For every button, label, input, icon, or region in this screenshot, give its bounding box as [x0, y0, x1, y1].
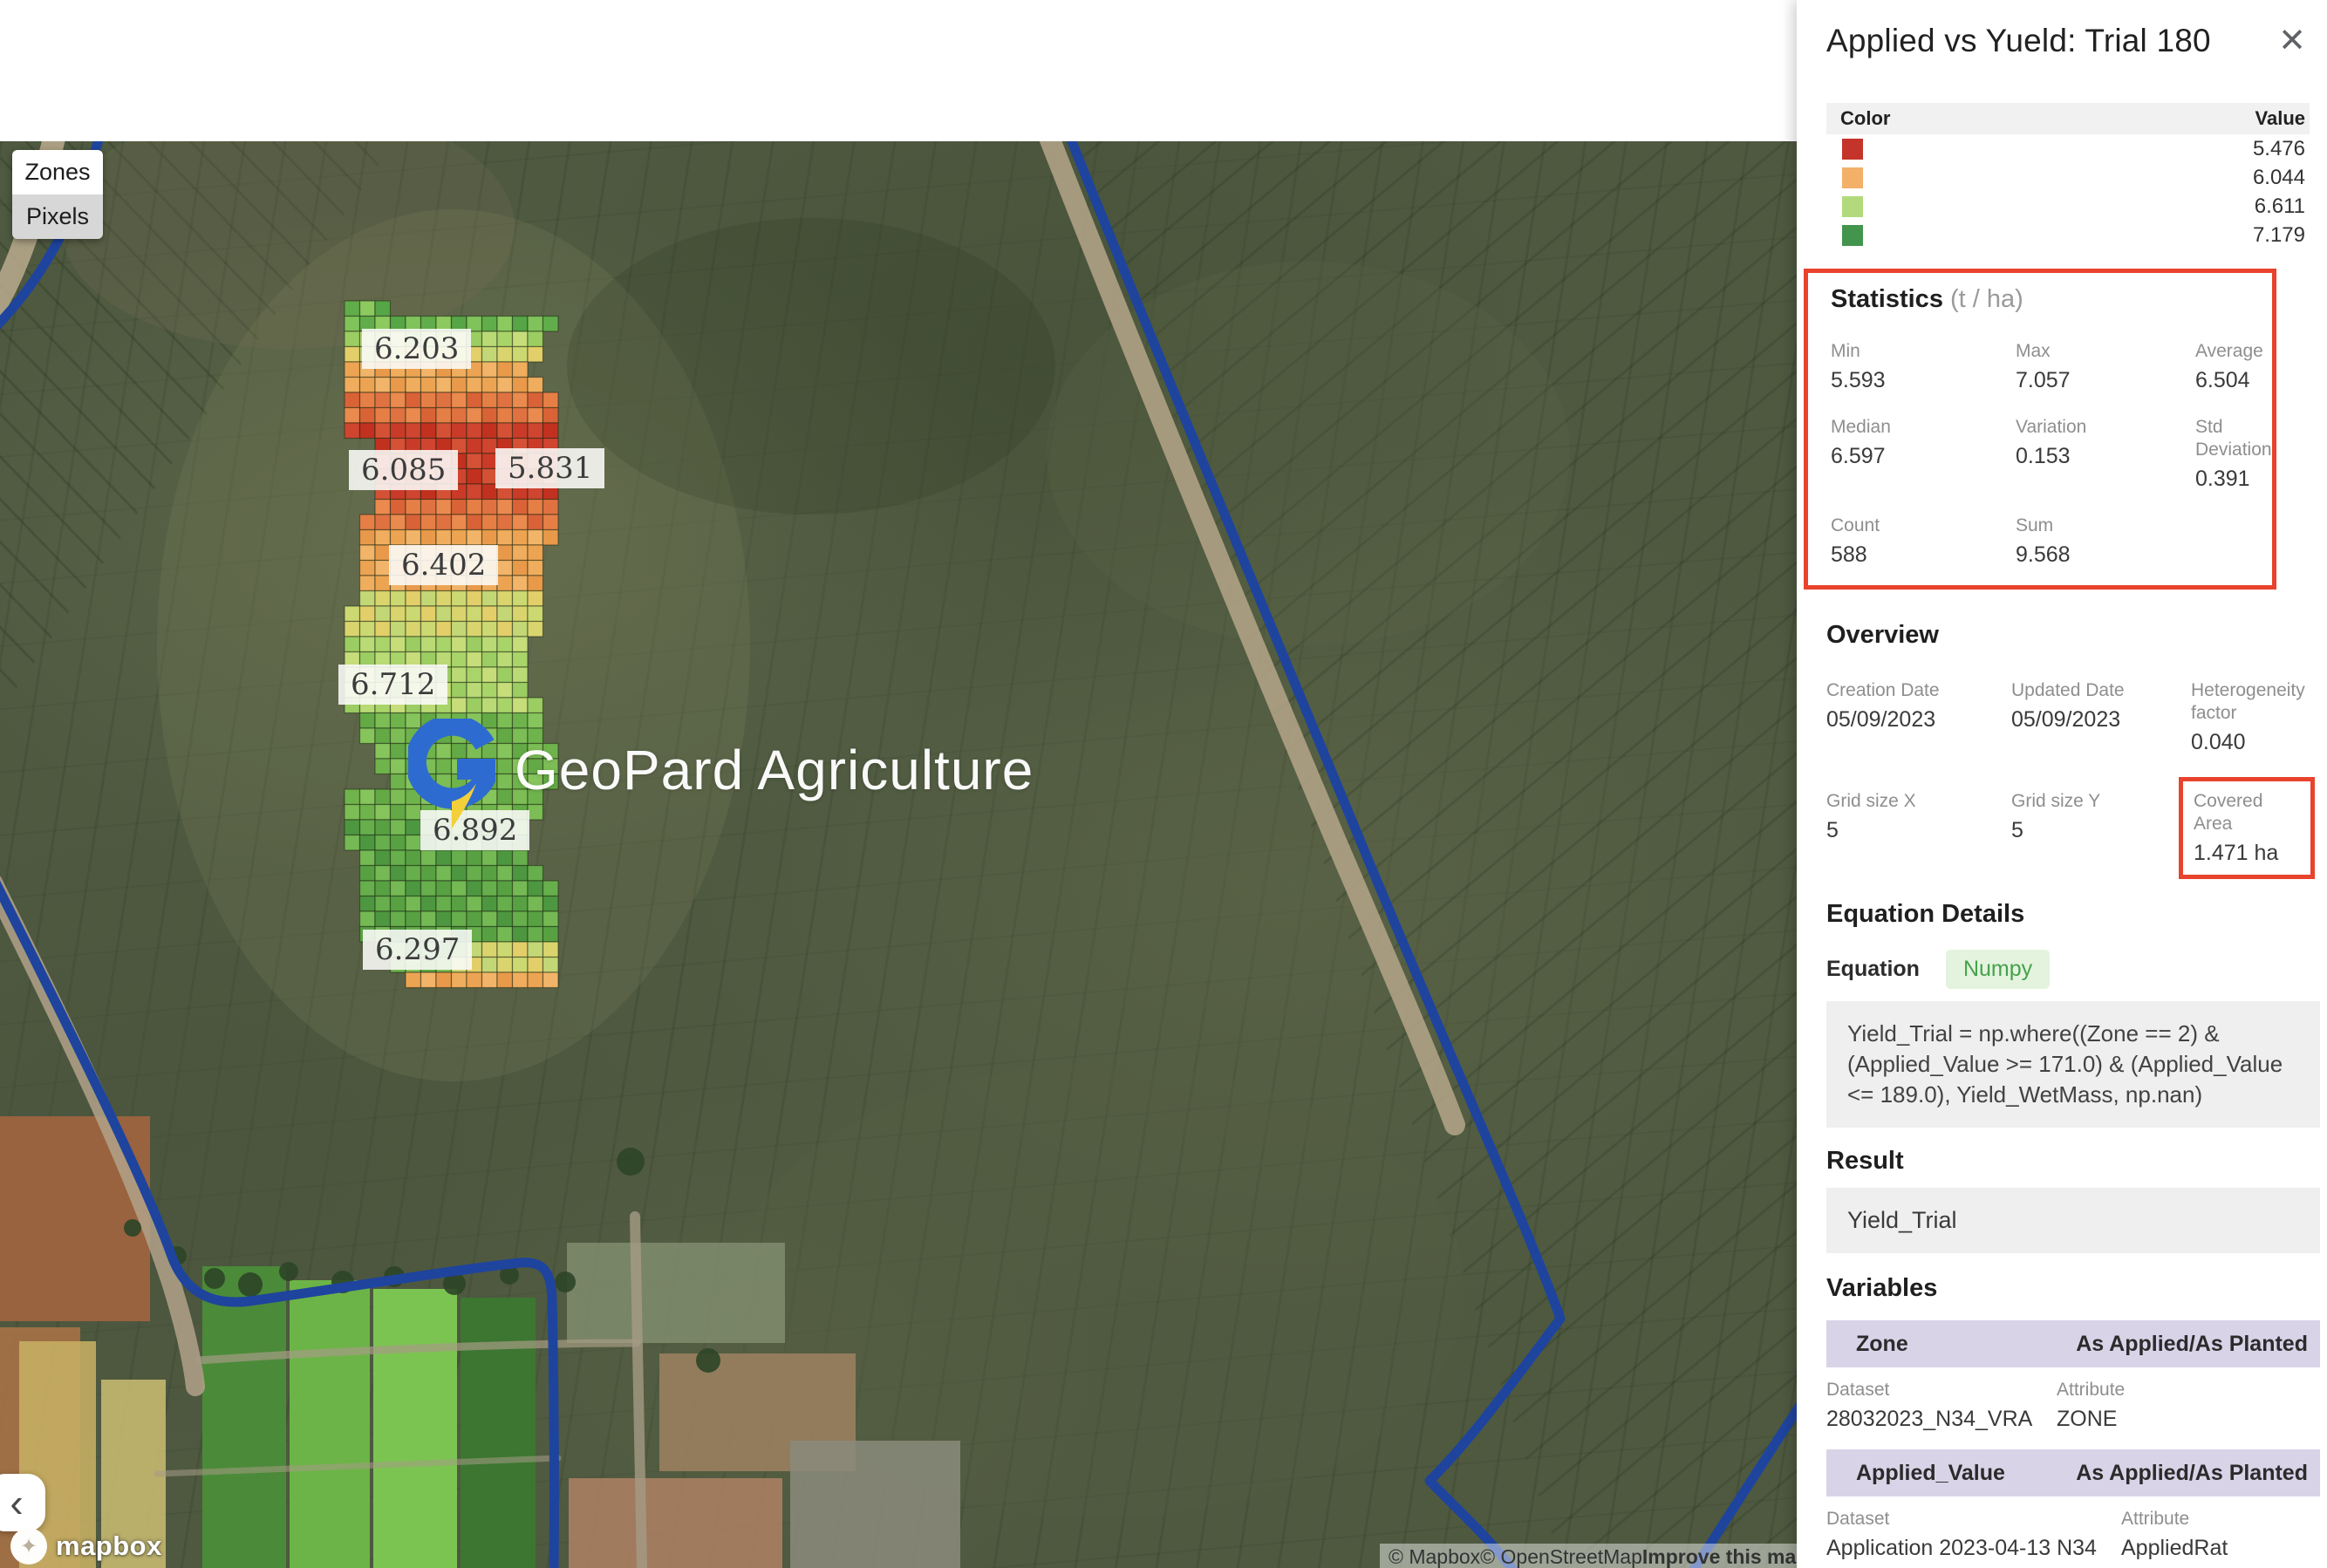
equation-code: Yield_Trial = np.where((Zone == 2) & (Ap… — [1826, 1001, 2320, 1128]
overview-section: Overview Creation Date 05/09/2023 Update… — [1826, 621, 2315, 879]
stat-count: Count 588 — [1831, 515, 1880, 567]
statistics-header: Statistics (t / ha) — [1831, 285, 2023, 313]
stat-variation: Variation 0.153 — [2016, 417, 2087, 468]
mapbox-icon: ✦ — [10, 1528, 47, 1565]
geopard-logo-icon — [408, 719, 495, 828]
stat-median: Median 6.597 — [1831, 417, 1891, 468]
village-plots — [0, 1116, 960, 1568]
result-section: Result Yield_Trial — [1826, 1147, 2320, 1253]
equation-details-section: Equation Details Equation Numpy Yield_Tr… — [1826, 900, 2320, 1128]
variable-category: As Applied/As Planted — [2076, 1331, 2308, 1356]
stat-std-deviation: Std Deviation 0.391 — [2195, 417, 2272, 491]
legend-row: 6.044 — [1826, 163, 2310, 192]
variable-zone: Zone As Applied/As Planted Dataset 28032… — [1826, 1320, 2320, 1432]
stat-sum: Sum 9.568 — [2016, 515, 2071, 567]
mapbox-wordmark: mapbox — [56, 1531, 162, 1561]
overview-grid-size-y: Grid size Y 5 — [2011, 791, 2101, 842]
panel-title: Applied vs Yueld: Trial 180 — [1826, 23, 2211, 58]
attribution-osm-link[interactable]: © OpenStreetMap — [1480, 1544, 1642, 1568]
map-value-label: 6.712 — [338, 665, 448, 705]
attribution-mapbox-link[interactable]: © Mapbox — [1389, 1544, 1481, 1568]
map-value-label: 6.892 — [420, 810, 530, 850]
legend-swatch-green — [1842, 224, 1863, 246]
details-panel: Applied vs Yueld: Trial 180 ✕ Color Valu… — [1797, 0, 2327, 1568]
legend-value-header: Value — [2255, 107, 2305, 129]
variable-applied-value: Applied_Value As Applied/As Planted Data… — [1826, 1449, 2320, 1561]
variable-dataset: Dataset 28032023_N34_VRA — [1826, 1380, 2033, 1431]
variable-name: Zone — [1856, 1331, 1908, 1356]
map-attribution: © Mapbox © OpenStreetMap Improve this ma… — [1380, 1544, 1797, 1568]
result-value: Yield_Trial — [1826, 1188, 2320, 1253]
legend-color-header: Color — [1840, 107, 1891, 129]
map-value-label: 6.402 — [389, 545, 499, 585]
map-value-label: 6.297 — [363, 930, 473, 970]
legend-swatch-lightgreen — [1842, 195, 1863, 217]
variable-name: Applied_Value — [1856, 1460, 2005, 1485]
overview-creation-date: Creation Date 05/09/2023 — [1826, 680, 1940, 732]
geopard-watermark: GeoPard Agriculture — [408, 719, 1034, 832]
overview-heterogeneity-factor: Heterogeneity factor 0.040 — [2191, 680, 2305, 754]
zones-button[interactable]: Zones — [12, 150, 103, 194]
variables-header: Variables — [1826, 1274, 1938, 1302]
covered-area-annotation: Covered Area 1.471 ha — [2179, 777, 2315, 879]
variable-attribute: Attribute AppliedRat — [2121, 1509, 2228, 1560]
equation-label: Equation — [1826, 957, 1920, 981]
improve-map-link[interactable]: Improve this map — [1641, 1544, 1797, 1568]
map-value-label: 6.203 — [362, 329, 472, 369]
equation-details-header: Equation Details — [1826, 900, 2025, 928]
stat-min: Min 5.593 — [1831, 341, 1886, 392]
view-mode-toggle: Zones Pixels — [12, 150, 103, 239]
map-feature-layer — [0, 141, 1797, 1568]
overview-covered-area: Covered Area 1.471 ha — [2179, 777, 2315, 879]
map-canvas[interactable]: 6.203 6.085 5.831 6.402 6.712 6.892 6.297 GeoP… — [0, 141, 1797, 1568]
legend-row: 7.179 — [1826, 221, 2310, 249]
legend-row: 5.476 — [1826, 134, 2310, 163]
equation-engine-chip: Numpy — [1945, 950, 2051, 989]
collapse-panel-button[interactable]: ‹ — [0, 1474, 45, 1531]
legend-swatch-red — [1842, 138, 1863, 160]
pixels-button[interactable]: Pixels — [12, 194, 103, 239]
stat-average: Average 6.504 — [2195, 341, 2263, 392]
legend-row: 6.611 — [1826, 192, 2310, 221]
chevron-left-icon: ‹ — [10, 1480, 24, 1525]
overview-header: Overview — [1826, 621, 1939, 649]
overview-grid-size-x: Grid size X 5 — [1826, 791, 1916, 842]
overview-updated-date: Updated Date 05/09/2023 — [2011, 680, 2125, 732]
result-header: Result — [1826, 1147, 1904, 1175]
variables-section: Variables Zone As Applied/As Planted Dat… — [1826, 1274, 2320, 1568]
map-value-label: 5.831 — [495, 448, 605, 488]
legend-swatch-orange — [1842, 167, 1863, 188]
color-legend: Color Value 5.476 6.044 6.611 7.179 — [1826, 103, 2310, 249]
close-panel-button[interactable]: ✕ — [2275, 23, 2310, 59]
map-value-label: 6.085 — [349, 450, 459, 490]
close-icon: ✕ — [2278, 23, 2306, 59]
variable-category: As Applied/As Planted — [2076, 1460, 2308, 1485]
variable-dataset: Dataset Application 2023-04-13 N34 — [1826, 1509, 2097, 1560]
statistics-section: Statistics (t / ha) Min 5.593 Max 7.057 … — [1804, 269, 2276, 590]
mapbox-logo[interactable]: ✦ mapbox — [10, 1528, 162, 1565]
yield-pixel-grid — [344, 300, 559, 989]
stat-max: Max 7.057 — [2016, 341, 2071, 392]
watermark-text: GeoPard Agriculture — [515, 739, 1034, 801]
variable-attribute: Attribute ZONE — [2057, 1380, 2126, 1431]
